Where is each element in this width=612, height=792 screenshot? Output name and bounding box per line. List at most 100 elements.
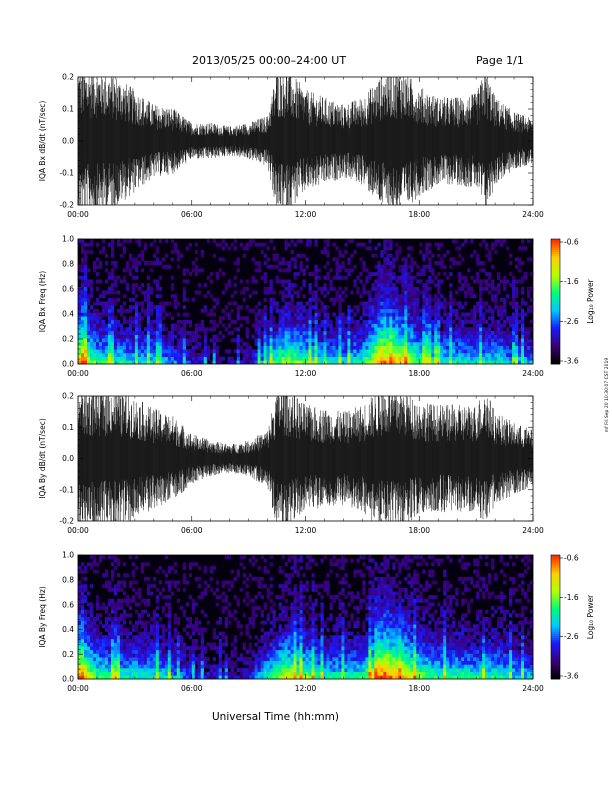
heatmap-cell xyxy=(116,675,121,680)
heatmap-cell xyxy=(275,338,279,343)
heatmap-cell xyxy=(233,261,237,266)
heatmap-cell xyxy=(329,268,333,273)
heatmap-cell xyxy=(116,297,121,302)
heatmap-cell xyxy=(485,356,489,361)
heatmap-cell xyxy=(176,675,181,680)
heatmap-cell xyxy=(368,312,372,317)
heatmap-cell xyxy=(170,356,175,361)
heatmap-cell xyxy=(443,356,447,361)
heatmap-cell xyxy=(203,657,208,662)
heatmap-cell xyxy=(419,356,423,361)
heatmap-cell xyxy=(356,338,360,343)
heatmap-cell xyxy=(101,305,106,310)
heatmap-cell xyxy=(122,250,127,255)
heatmap-cell xyxy=(479,334,483,339)
heatmap-cell xyxy=(113,334,118,339)
heatmap-cell xyxy=(122,316,127,321)
heatmap-cell xyxy=(287,657,291,662)
colorbar-step xyxy=(551,336,560,340)
heatmap-cell xyxy=(380,268,384,273)
heatmap-cell xyxy=(449,352,453,357)
heatmap-cell xyxy=(149,261,154,266)
heatmap-cell xyxy=(287,279,291,284)
heatmap-cell xyxy=(311,356,315,361)
heatmap-cell xyxy=(146,345,151,350)
heatmap-cell xyxy=(380,316,384,321)
heatmap-cell xyxy=(377,261,381,266)
heatmap-cell xyxy=(110,253,115,258)
heatmap-cell xyxy=(173,671,178,676)
heatmap-cell xyxy=(263,638,267,643)
heatmap-cell xyxy=(266,349,270,354)
heatmap-cell xyxy=(152,660,157,665)
heatmap-cell xyxy=(449,327,453,332)
heatmap-cell xyxy=(80,609,85,614)
heatmap-cell xyxy=(158,649,163,654)
colorbar-step xyxy=(551,316,560,319)
heatmap-cell xyxy=(296,675,300,680)
heatmap-cell xyxy=(233,609,237,614)
heatmap-cell xyxy=(413,261,417,266)
heatmap-cell xyxy=(290,349,294,354)
heatmap-cell xyxy=(110,297,115,302)
colorbar-step xyxy=(551,245,560,248)
heatmap-cell xyxy=(89,327,94,332)
heatmap-cell xyxy=(80,668,85,673)
heatmap-cell xyxy=(299,338,303,343)
heatmap-cell xyxy=(458,356,462,361)
heatmap-cell xyxy=(344,356,348,361)
heatmap-cell xyxy=(299,268,303,273)
heatmap-cell xyxy=(128,268,133,273)
heatmap-cell xyxy=(506,279,510,284)
heatmap-cell xyxy=(107,319,112,324)
heatmap-cell xyxy=(113,261,118,266)
heatmap-cell xyxy=(176,646,181,651)
heatmap-cell xyxy=(410,312,414,317)
heatmap-cell xyxy=(389,330,393,335)
heatmap-cell xyxy=(284,268,288,273)
heatmap-cell xyxy=(113,338,118,343)
heatmap-cell xyxy=(341,345,345,350)
heatmap-cell xyxy=(83,356,88,361)
heatmap-cell xyxy=(422,345,426,350)
heatmap-cell xyxy=(341,290,345,295)
heatmap-cell xyxy=(80,283,85,288)
heatmap-cell xyxy=(311,297,315,302)
heatmap-cell xyxy=(125,631,130,636)
heatmap-cell xyxy=(149,319,154,324)
heatmap-cell xyxy=(467,286,471,291)
heatmap-cell xyxy=(479,330,483,335)
heatmap-cell xyxy=(509,323,513,328)
heatmap-cell xyxy=(410,319,414,324)
heatmap-cell xyxy=(173,675,178,680)
heatmap-cell xyxy=(269,345,273,350)
heatmap-cell xyxy=(149,341,154,346)
heatmap-cell xyxy=(296,598,300,603)
heatmap-cell xyxy=(284,341,288,346)
heatmap-cell xyxy=(407,290,411,295)
heatmap-cell xyxy=(275,660,279,665)
heatmap-cell xyxy=(293,272,297,277)
heatmap-cell xyxy=(371,334,375,339)
heatmap-cell xyxy=(233,653,237,658)
heatmap-cell xyxy=(131,664,136,669)
heatmap-cell xyxy=(119,668,124,673)
y-tick-label: -0.1 xyxy=(59,169,74,178)
heatmap-cell xyxy=(338,308,342,313)
heatmap-cell xyxy=(104,646,109,651)
heatmap-cell xyxy=(335,341,339,346)
heatmap-cell xyxy=(368,308,372,313)
heatmap-cell xyxy=(386,272,390,277)
heatmap-cell xyxy=(95,649,100,654)
heatmap-cell xyxy=(281,591,285,596)
heatmap-cell xyxy=(392,264,396,269)
heatmap-cell xyxy=(95,330,100,335)
colorbar-step xyxy=(551,291,560,294)
heatmap-cell xyxy=(305,345,309,350)
heatmap-cell xyxy=(83,286,88,291)
heatmap-cell xyxy=(143,671,148,676)
heatmap-cell xyxy=(269,631,273,636)
colorbar-step xyxy=(551,284,560,288)
heatmap-cell xyxy=(281,308,285,313)
heatmap-cell xyxy=(80,257,85,262)
